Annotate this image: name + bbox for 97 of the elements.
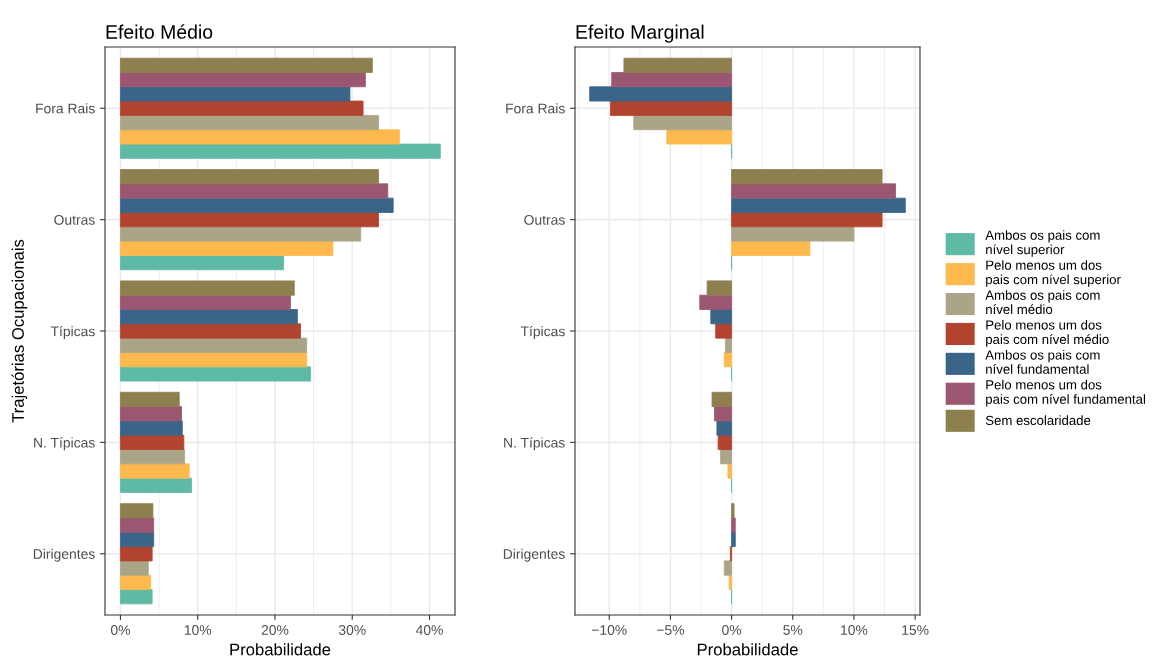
y-tick-label: Outras: [524, 214, 565, 225]
x-tick-label: −5%: [657, 625, 685, 635]
bar: [120, 420, 183, 436]
bar: [120, 255, 284, 271]
bar: [731, 531, 736, 548]
bar: [731, 169, 883, 185]
bar: [623, 57, 733, 73]
bar: [120, 294, 291, 310]
bar: [120, 212, 379, 228]
bar: [120, 366, 311, 382]
bar: [731, 183, 896, 199]
bar: [120, 391, 180, 407]
bar: [720, 449, 733, 465]
y-tick-label: Fora Rais: [36, 103, 95, 114]
x-tick-label: 40%: [415, 625, 443, 635]
bar: [731, 212, 883, 228]
bar: [611, 72, 733, 88]
bar: [120, 197, 394, 213]
y-tick-label: N. Típicas: [34, 437, 95, 451]
bar: [120, 517, 155, 533]
bar: [589, 86, 733, 102]
x-tick-label: 0%: [722, 625, 742, 635]
bar: [120, 503, 154, 519]
x-tick-label: −10%: [591, 625, 627, 635]
legend-label: Pelo menos um dos pais com nível superior: [986, 260, 1121, 287]
x-axis-title: Probabilidade: [230, 643, 331, 656]
bar: [711, 391, 733, 407]
bar: [723, 352, 733, 368]
x-tick-label: 20%: [261, 625, 289, 635]
bar: [731, 503, 735, 519]
bar: [666, 129, 733, 145]
bar: [120, 309, 298, 325]
bar: [120, 280, 295, 296]
bar: [120, 169, 379, 185]
bar: [120, 463, 190, 479]
bar: [120, 114, 379, 131]
legend-label: Pelo menos um dos pais com nível fundamental: [986, 379, 1145, 407]
y-axis-title: Trajetórias Ocupacionais: [11, 239, 28, 423]
x-axis-title: Probabilidade: [697, 643, 798, 656]
legend-label: Ambos os pais com nível médio: [985, 290, 1100, 315]
x-tick-label: 15%: [902, 625, 929, 635]
bar: [120, 477, 192, 493]
bar: [120, 589, 153, 605]
bar: [120, 57, 373, 73]
bar: [715, 323, 733, 339]
bar: [120, 546, 153, 562]
y-tick-label: Dirigentes: [503, 548, 565, 562]
y-tick-label: Dirigentes: [33, 548, 95, 562]
legend-label: Sem escolaridade: [985, 415, 1091, 426]
bar: [120, 143, 441, 159]
bar: [120, 183, 389, 199]
bar: [120, 531, 155, 548]
chart-title: Efeito Marginal: [576, 24, 704, 43]
bar: [610, 100, 733, 116]
bar: [731, 240, 811, 256]
y-tick-label: Típicas: [520, 325, 565, 339]
legend-label: Ambos os pais com nível superior: [985, 230, 1100, 257]
bar: [731, 517, 736, 533]
x-tick-label: 0%: [110, 625, 130, 635]
bar: [120, 560, 149, 576]
bar: [120, 100, 364, 116]
bar: [120, 86, 351, 102]
y-tick-label: N. Típicas: [504, 437, 565, 451]
bar: [731, 197, 906, 213]
bar: [120, 406, 182, 422]
bar: [120, 129, 400, 145]
bar: [120, 352, 308, 368]
legend-label: Pelo menos um dos pais com nível médio: [986, 319, 1109, 347]
bar: [120, 240, 334, 256]
bar: [120, 226, 362, 242]
bar: [633, 114, 733, 131]
bar: [120, 323, 301, 339]
bar: [727, 463, 733, 479]
bar: [120, 434, 185, 450]
bar: [120, 72, 366, 88]
bar: [714, 406, 733, 422]
x-tick-label: 10%: [184, 625, 212, 635]
bar: [710, 309, 733, 325]
bar: [716, 420, 733, 436]
bar: [728, 574, 733, 590]
x-tick-label: 30%: [338, 625, 366, 635]
y-tick-label: Fora Rais: [506, 103, 565, 114]
bar: [725, 337, 733, 353]
bar: [120, 337, 308, 353]
bar: [731, 226, 855, 242]
bar: [699, 294, 733, 310]
x-tick-label: 5%: [783, 625, 803, 635]
bar: [120, 574, 151, 590]
bar: [706, 280, 733, 296]
y-tick-label: Típicas: [50, 325, 95, 339]
x-tick-label: 10%: [841, 625, 868, 635]
bar: [120, 449, 185, 465]
chart-title: Efeito Médio: [106, 24, 213, 39]
bar: [717, 434, 733, 450]
legend-label: Ambos os pais com nível fundamental: [985, 349, 1100, 374]
y-tick-label: Outras: [54, 214, 95, 225]
bar: [723, 560, 733, 576]
